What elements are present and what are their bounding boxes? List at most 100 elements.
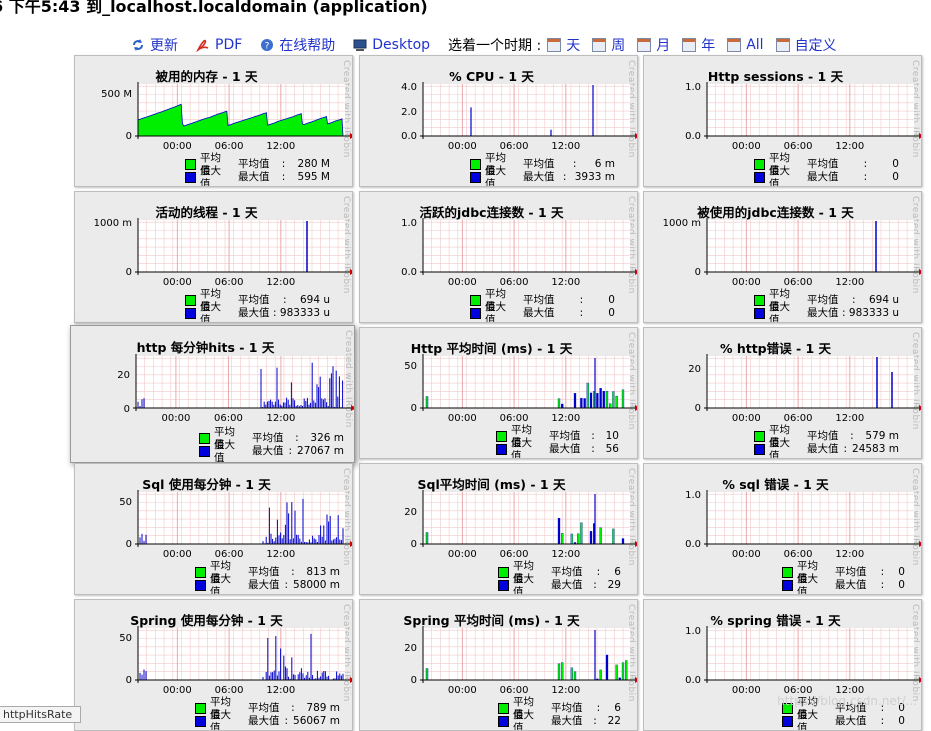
series-bar [622, 663, 624, 680]
chart-panel-active-jdbc[interactable]: 活跃的jdbc连接数 - 1 天 Created with JRobin 1.0… [359, 191, 638, 323]
x-tick: 00:00 [163, 549, 192, 560]
pdf-icon [196, 38, 210, 52]
x-tick: 12:00 [266, 685, 295, 696]
period-month[interactable]: 月 [637, 35, 670, 55]
series-bar [558, 518, 560, 544]
plot-background [707, 220, 914, 272]
avg-value: 694 u [869, 294, 899, 307]
series-bar [574, 393, 576, 408]
plot-background [138, 220, 345, 272]
chart-panel-http-avg-time[interactable]: Http 平均时间 (ms) - 1 天 Created with JRobin… [359, 327, 638, 459]
plot-area [133, 354, 354, 411]
legend: 平均值平均值:6 最大值最大值:29 [498, 566, 621, 592]
avg-swatch [498, 703, 509, 714]
series-bar [558, 399, 560, 408]
chart-panel-memory[interactable]: 被用的内存 - 1 天 Created with JRobin 500 M 0 … [74, 55, 353, 187]
max-swatch [185, 172, 196, 183]
series-bar [606, 655, 608, 680]
chart-panel-sql-avg-time[interactable]: Sql平均时间 (ms) - 1 天 Created with JRobin 2… [359, 463, 638, 595]
x-axis-arrow [351, 405, 354, 411]
plot-background [423, 84, 630, 136]
avg-swatch [754, 159, 765, 170]
x-axis-arrow [635, 541, 637, 547]
max-swatch [498, 716, 509, 727]
y-tick: 0 [411, 675, 417, 686]
chart-panel-http-errors[interactable]: % http错误 - 1 天 Created with JRobin 20 0 … [643, 327, 922, 459]
period-all[interactable]: All [727, 37, 763, 53]
legend: 平均值平均值:6 m 最大值最大值:3933 m [470, 158, 615, 184]
avg-value: 0 [892, 158, 899, 171]
legend-avg-label: 平均值 [807, 158, 839, 171]
chart-panel-active-threads[interactable]: 活动的线程 - 1 天 Created with JRobin 1000 m 0… [74, 191, 353, 323]
period-year[interactable]: 年 [682, 35, 715, 55]
status-tab[interactable]: httpHitsRate [0, 706, 81, 723]
legend-max-label: 最大值 [200, 165, 230, 188]
pdf-button[interactable]: PDF [196, 37, 242, 53]
chart-panel-used-jdbc[interactable]: 被使用的jdbc连接数 - 1 天 Created with JRobin 10… [643, 191, 922, 323]
refresh-button[interactable]: 更新 [131, 35, 178, 55]
period-all-label: All [746, 37, 763, 53]
period-prompt: 选着一个时期 : [448, 35, 541, 55]
avg-value: 813 m [306, 566, 340, 579]
max-value: 595 M [298, 171, 330, 184]
legend-avg-label: 平均值 [549, 430, 581, 443]
series-bar [590, 531, 592, 544]
svg-text:?: ? [265, 42, 270, 52]
y-tick: 0 [695, 267, 701, 278]
y-tick: 0 [126, 675, 132, 686]
legend-avg-label: 平均值 [807, 294, 839, 307]
period-week[interactable]: 周 [592, 35, 625, 55]
chart-panel-http-hits[interactable]: http 每分钟hits - 1 天 Created with JRobin 2… [70, 325, 355, 463]
chart-panel-cpu[interactable]: % CPU - 1 天 Created with JRobin 4.0 2.0 … [359, 55, 638, 187]
chart-panel-sql-errors[interactable]: % sql 错误 - 1 天 Created with JRobin 1.0 0… [643, 463, 922, 595]
x-axis-arrow [350, 541, 352, 547]
max-value: 29 [608, 579, 621, 592]
x-tick: 06:00 [215, 141, 244, 152]
legend: 平均值平均值:0 最大值最大值:0 [782, 566, 905, 592]
y-tick: 0.0 [685, 675, 701, 686]
x-tick: 06:00 [500, 549, 529, 560]
plot-background [138, 492, 345, 544]
legend-max-label: 最大值 [807, 443, 839, 456]
x-tick: 06:00 [500, 413, 529, 424]
max-swatch [199, 446, 210, 457]
x-tick: 06:00 [214, 413, 243, 424]
y-tick: 0.0 [401, 267, 417, 278]
plot-area [420, 82, 637, 139]
calendar-icon [727, 38, 741, 52]
legend: 平均值平均值:813 m 最大值最大值:58000 m [195, 566, 340, 592]
legend-max: 最大值最大值:0 [782, 579, 905, 592]
avg-value: 326 m [310, 432, 344, 445]
legend: 平均值平均值:0 最大值最大值:0 [754, 158, 899, 184]
max-swatch [754, 308, 765, 319]
period-day[interactable]: 天 [547, 35, 580, 55]
series-bar [571, 668, 573, 680]
legend-max: 最大值最大值:56067 m [195, 715, 340, 728]
x-tick: 06:00 [500, 141, 529, 152]
chart-panel-spring-hits[interactable]: Spring 使用每分钟 - 1 天 Created with JRobin 5… [74, 599, 353, 731]
desktop-button[interactable]: Desktop [353, 37, 430, 53]
series-bar [571, 534, 573, 544]
max-value: 0 [898, 579, 905, 592]
x-tick: 12:00 [266, 277, 295, 288]
period-custom[interactable]: 自定义 [776, 35, 837, 55]
max-value: 24583 m [852, 443, 899, 456]
legend-avg-label: 平均值 [238, 158, 270, 171]
avg-swatch [496, 431, 507, 442]
chart-panel-spring-errors[interactable]: % spring 错误 - 1 天 Created with JRobin 1.… [643, 599, 922, 731]
chart-panel-spring-avg-time[interactable]: Spring 平均时间 (ms) - 1 天 Created with JRob… [359, 599, 638, 731]
legend-max: 最大值最大值:29 [498, 579, 621, 592]
legend: 平均值平均值:6 最大值最大值:22 [498, 702, 621, 728]
legend-max-label: 最大值 [549, 443, 581, 456]
chart-panel-http-sessions[interactable]: Http sessions - 1 天 Created with JRobin … [643, 55, 922, 187]
legend-max-label: 最大值 [769, 437, 799, 460]
avg-value: 6 [614, 702, 621, 715]
y-tick: 0 [124, 404, 130, 415]
x-tick: 12:00 [551, 685, 580, 696]
help-button[interactable]: ? 在线帮助 [260, 35, 335, 55]
help-icon: ? [260, 38, 274, 52]
plot-area [135, 626, 352, 683]
x-tick: 06:00 [215, 549, 244, 560]
desktop-icon [353, 38, 367, 52]
chart-panel-sql-hits[interactable]: Sql 使用每分钟 - 1 天 Created with JRobin 50 0… [74, 463, 353, 595]
